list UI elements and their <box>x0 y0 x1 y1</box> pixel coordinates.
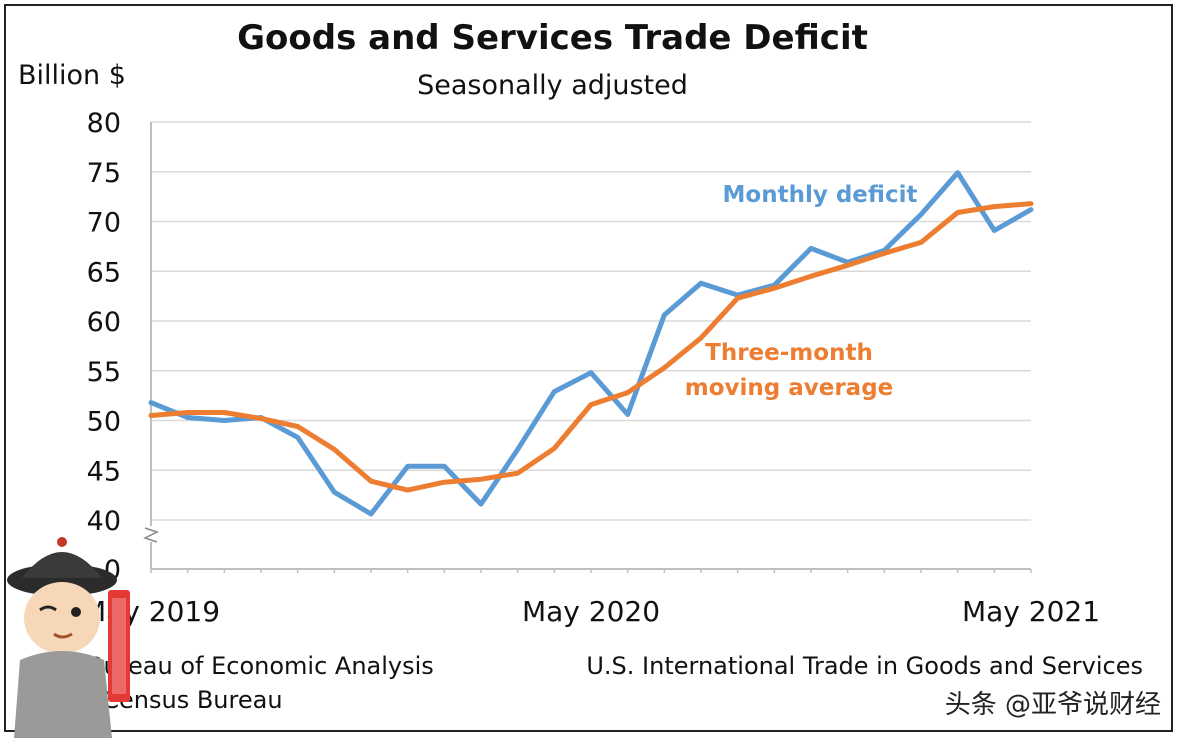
y-tick-label: 70 <box>87 208 121 239</box>
y-tick-label: 75 <box>87 158 121 189</box>
chart-frame <box>4 4 1173 732</box>
x-tick-labels: May 2019 May 2020 May 2021 <box>82 595 1100 628</box>
series-label-monthly-deficit: Monthly deficit <box>723 182 918 208</box>
y-tick-label: 80 <box>87 108 121 139</box>
axes <box>143 122 1032 573</box>
y-tick-label: 60 <box>87 307 121 338</box>
series-line-1 <box>148 201 1034 493</box>
gridlines <box>151 121 1031 521</box>
y-tick-label: 45 <box>87 456 121 487</box>
chart-subtitle: Seasonally adjusted <box>417 70 688 101</box>
series-lines <box>148 170 1034 517</box>
y-tick-label: 40 <box>87 506 121 537</box>
x-tick-label: May 2021 <box>962 595 1100 628</box>
mascot-illustration <box>7 537 130 738</box>
axis-break-mark <box>143 527 159 543</box>
series-label-moving-average-line1: Three-month <box>705 340 873 366</box>
source-report-name: U.S. International Trade in Goods and Se… <box>586 652 1143 680</box>
x-tick-label: May 2019 <box>82 595 220 628</box>
series-label-moving-average-line2: moving average <box>685 375 894 401</box>
y-axis-unit-label: Billion $ <box>18 60 126 91</box>
series-line-0 <box>148 170 1034 517</box>
y-tick-label: 65 <box>87 257 121 288</box>
source-line-bea: Bureau of Economic Analysis <box>87 652 434 680</box>
chart-title: Goods and Services Trade Deficit <box>237 18 868 58</box>
watermark: 头条 @亚爷说财经 <box>944 690 1161 720</box>
y-tick-label: 50 <box>87 407 121 438</box>
y-tick-label: 55 <box>87 357 121 388</box>
x-tick-label: May 2020 <box>522 595 660 628</box>
